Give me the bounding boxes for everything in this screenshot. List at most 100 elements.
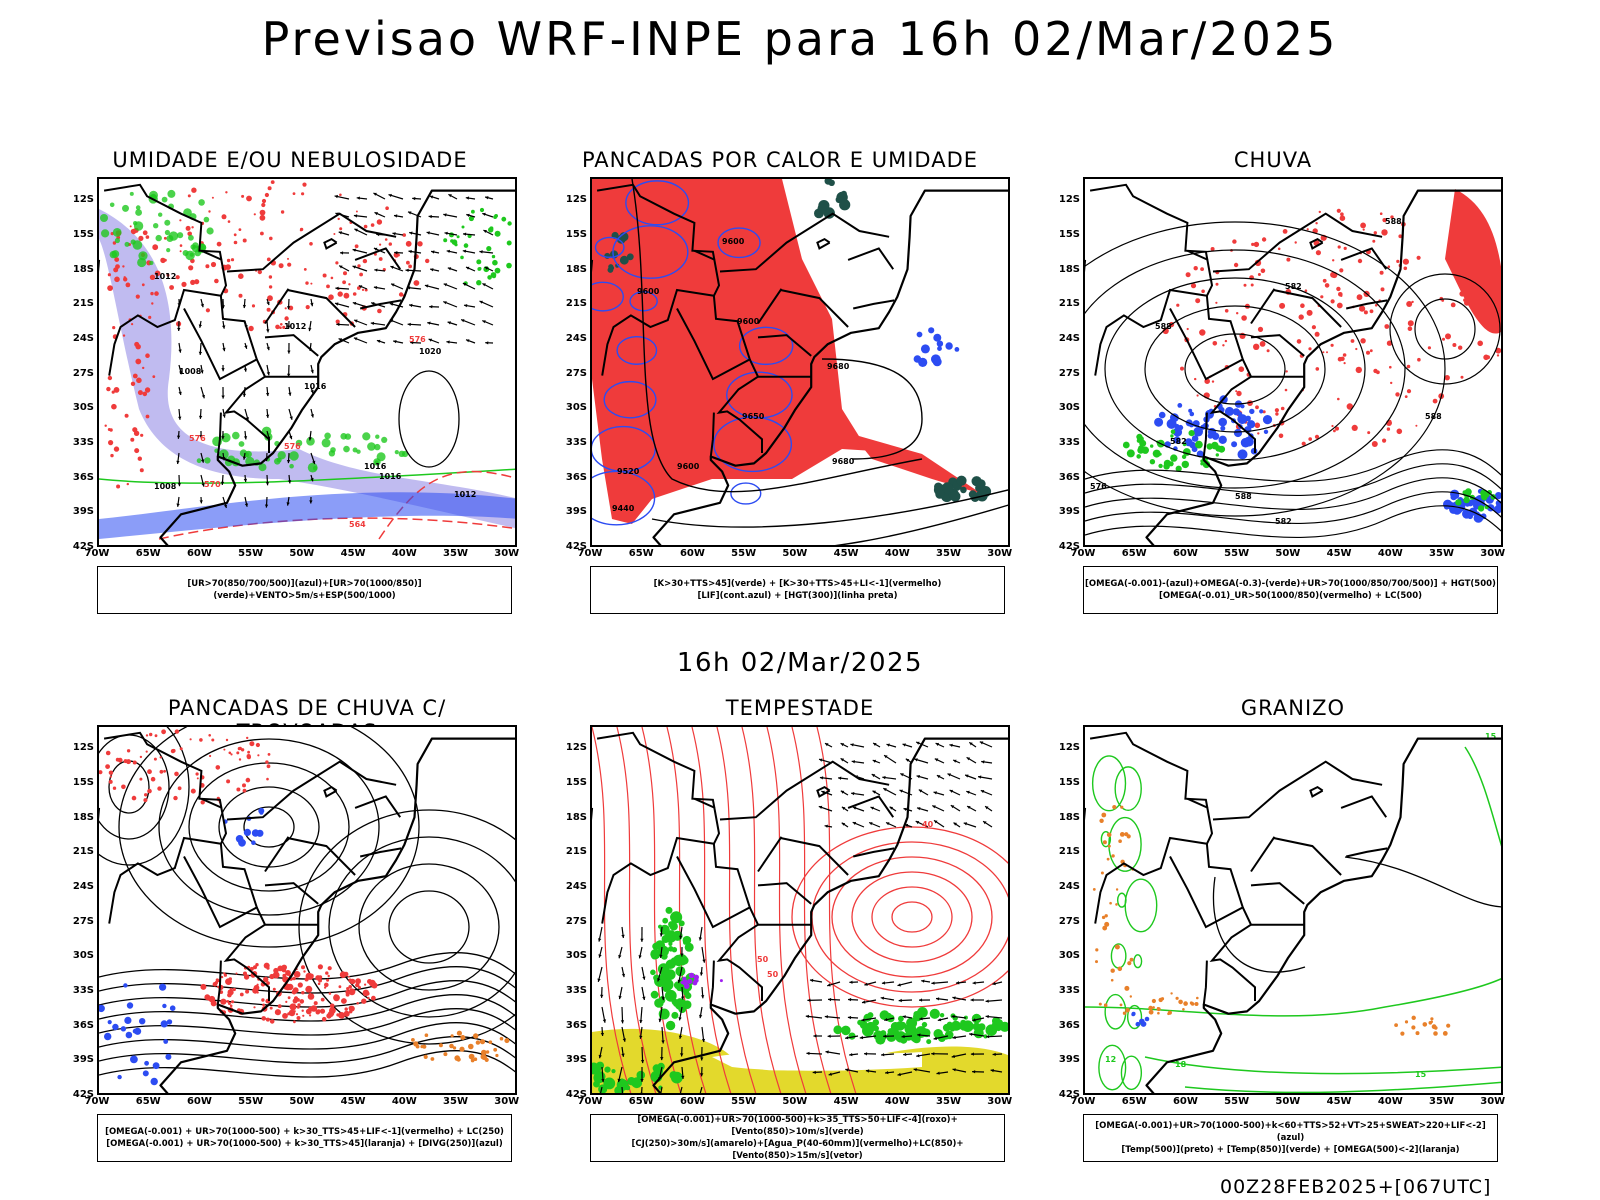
lat-tick-label: 36S bbox=[565, 1019, 587, 1031]
lat-tick-label: 21S bbox=[565, 298, 587, 310]
lat-tick-label: 36S bbox=[1058, 1019, 1080, 1031]
lon-tick-label: 35W bbox=[1429, 1096, 1454, 1107]
lon-tick-label: 40W bbox=[884, 548, 910, 559]
lat-tick-label: 12S bbox=[72, 742, 94, 754]
isobar-label: 582 bbox=[1275, 517, 1292, 526]
isobar-label: 582 bbox=[1170, 437, 1187, 446]
lon-tick-label: 50W bbox=[289, 548, 315, 559]
isobar-label: 1008 bbox=[179, 367, 202, 376]
lat-tick-label: 36S bbox=[565, 471, 587, 483]
lat-tick-label: 12S bbox=[565, 742, 587, 754]
instability-area-red bbox=[592, 179, 922, 524]
lat-tick-label: 18S bbox=[565, 811, 587, 823]
lat-tick-label: 27S bbox=[1058, 915, 1080, 927]
lat-tick-label: 18S bbox=[1058, 263, 1080, 275]
lat-tick-label: 27S bbox=[1058, 367, 1080, 379]
legend-storm: [OMEGA(-0.001)+UR>70(1000-500)+k>35_TTS>… bbox=[590, 1114, 1005, 1162]
lon-tick-label: 70W bbox=[577, 1096, 603, 1107]
page-title: Previsao WRF-INPE para 16h 02/Mar/2025 bbox=[261, 12, 1339, 66]
isobar-label: 588 bbox=[1235, 492, 1252, 501]
isobar-label: 9680 bbox=[827, 362, 850, 371]
legend-showers-heat: [K>30+TTS>45](verde) + [K>30+TTS>45+LI<-… bbox=[590, 566, 1005, 614]
isobar-label: 9680 bbox=[832, 457, 855, 466]
lon-tick-label: 55W bbox=[731, 548, 757, 559]
lat-tick-label: 12S bbox=[1058, 194, 1080, 206]
lon-tick-label: 45W bbox=[833, 548, 859, 559]
lat-tick-label: 24S bbox=[72, 880, 94, 892]
map-rain: 588 588 582 582 588 576 582 588 bbox=[1083, 177, 1503, 547]
lat-tick-label: 39S bbox=[1058, 1054, 1080, 1066]
lat-tick-label: 21S bbox=[565, 846, 587, 858]
isobar-label: 9600 bbox=[677, 462, 700, 471]
lat-tick-label: 15S bbox=[1058, 776, 1080, 788]
thickness-label: 576 bbox=[189, 434, 206, 443]
thickness-label: 564 bbox=[349, 520, 366, 529]
legend-humidity: [UR>70(850/700/500)](azul)+[UR>70(1000/8… bbox=[97, 566, 512, 614]
map-thunderstorms bbox=[97, 725, 517, 1095]
lat-tick-label: 39S bbox=[565, 1054, 587, 1066]
isobar-label: 582 bbox=[1285, 282, 1302, 291]
lon-tick-label: 40W bbox=[391, 1096, 417, 1107]
lat-tick-label: 24S bbox=[565, 332, 587, 344]
isobar-label: 1020 bbox=[419, 347, 442, 356]
lat-tick-label: 24S bbox=[72, 332, 94, 344]
lon-tick-label: 30W bbox=[1480, 548, 1506, 559]
lon-tick-label: 55W bbox=[731, 1096, 757, 1107]
map-humidity: 1008 1012 1012 1016 1020 1016 1016 1012 1008 576 5… bbox=[97, 177, 517, 547]
lon-tick-label: 55W bbox=[238, 548, 264, 559]
isobar-label: 1008 bbox=[154, 482, 177, 491]
lon-tick-label: 65W bbox=[1121, 1096, 1147, 1107]
lon-tick-label: 50W bbox=[289, 1096, 315, 1107]
thickness-label: 576 bbox=[284, 442, 301, 451]
lat-tick-label: 36S bbox=[1058, 471, 1080, 483]
lat-tick-label: 33S bbox=[72, 984, 94, 996]
isobar-label: 9600 bbox=[637, 287, 660, 296]
map-canvas: 588 588 582 582 588 576 582 588 bbox=[1085, 183, 1501, 545]
lat-tick-label: 21S bbox=[72, 298, 94, 310]
isobar-label: 1016 bbox=[304, 382, 327, 391]
lon-tick-label: 65W bbox=[628, 1096, 654, 1107]
lat-tick-label: 21S bbox=[1058, 846, 1080, 858]
legend-thunderstorms: [OMEGA(-0.001) + UR>70(1000-500) + k>30_… bbox=[97, 1114, 512, 1162]
lat-tick-label: 15S bbox=[72, 776, 94, 788]
lat-tick-label: 18S bbox=[1058, 811, 1080, 823]
lat-tick-label: 39S bbox=[72, 1054, 94, 1066]
map-canvas: 12 15 15 18 bbox=[1085, 731, 1501, 1093]
lon-tick-label: 60W bbox=[1172, 548, 1198, 559]
lon-tick-label: 35W bbox=[443, 548, 468, 559]
lat-tick-label: 27S bbox=[72, 367, 94, 379]
isobar-label: 9600 bbox=[737, 317, 760, 326]
map-canvas: 9600 9600 9600 9680 9680 9600 9520 9440 9650 bbox=[592, 179, 1008, 545]
lon-tick-label: 65W bbox=[1121, 548, 1147, 559]
lon-tick-label: 45W bbox=[1326, 548, 1352, 559]
isobar-label: 9520 bbox=[617, 467, 640, 476]
lon-tick-label: 45W bbox=[340, 548, 366, 559]
lon-tick-label: 60W bbox=[186, 1096, 212, 1107]
lat-tick-label: 33S bbox=[565, 984, 587, 996]
lon-tick-label: 35W bbox=[443, 1096, 468, 1107]
lat-tick-label: 15S bbox=[565, 228, 587, 240]
lat-tick-label: 33S bbox=[565, 436, 587, 448]
lon-tick-label: 50W bbox=[782, 1096, 808, 1107]
panel-title-humidity: UMIDADE E/OU NEBULOSIDADE bbox=[112, 148, 468, 172]
lat-tick-label: 30S bbox=[565, 402, 587, 414]
lon-tick-label: 30W bbox=[494, 548, 520, 559]
lat-tick-label: 33S bbox=[1058, 984, 1080, 996]
lon-tick-label: 70W bbox=[1070, 548, 1096, 559]
lon-tick-label: 30W bbox=[987, 548, 1013, 559]
lon-tick-label: 60W bbox=[679, 548, 705, 559]
map-canvas bbox=[99, 727, 515, 1093]
lat-tick-label: 39S bbox=[72, 506, 94, 518]
isobar-label: 576 bbox=[1090, 482, 1107, 491]
lat-tick-label: 27S bbox=[565, 367, 587, 379]
lon-tick-label: 40W bbox=[1377, 548, 1403, 559]
isobar-label: 9650 bbox=[742, 412, 765, 421]
lon-tick-label: 65W bbox=[628, 548, 654, 559]
map-canvas: 1008101210121016102010161016101210085765… bbox=[99, 180, 515, 545]
isobar-label: 1016 bbox=[364, 462, 387, 471]
lon-tick-label: 45W bbox=[340, 1096, 366, 1107]
lon-tick-label: 45W bbox=[833, 1096, 859, 1107]
lat-tick-label: 18S bbox=[72, 811, 94, 823]
isobar-label: 50 bbox=[767, 970, 779, 979]
isobar-label: 12 bbox=[1105, 1055, 1116, 1064]
